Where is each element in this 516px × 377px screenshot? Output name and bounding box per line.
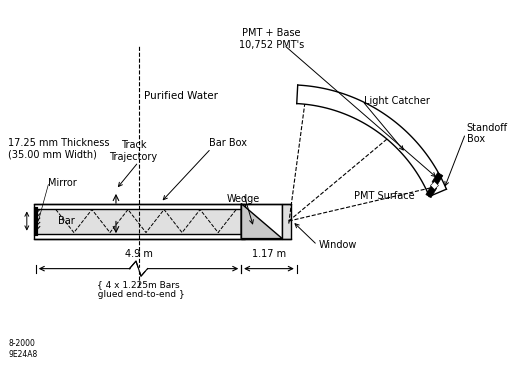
Bar: [282, 204, 291, 239]
Text: Purified Water: Purified Water: [144, 91, 218, 101]
Text: Window: Window: [319, 240, 357, 250]
Bar: [241, 204, 282, 239]
Text: Light Catcher: Light Catcher: [364, 96, 430, 106]
Text: 4.9 m: 4.9 m: [124, 248, 152, 259]
Bar: [34, 204, 245, 239]
Bar: [36, 208, 241, 234]
Polygon shape: [432, 173, 443, 185]
Polygon shape: [241, 204, 282, 239]
Text: PMT Surface: PMT Surface: [353, 191, 414, 201]
Text: PMT + Base
10,752 PMT's: PMT + Base 10,752 PMT's: [238, 28, 304, 50]
Polygon shape: [426, 185, 437, 198]
Text: Wedge: Wedge: [227, 193, 260, 204]
Text: Standoff
Box: Standoff Box: [466, 123, 508, 144]
Text: { 4 x 1.225m Bars
  glued end-to-end }: { 4 x 1.225m Bars glued end-to-end }: [92, 280, 185, 299]
Text: Mirror: Mirror: [49, 178, 77, 188]
Text: Bar Box: Bar Box: [208, 138, 247, 149]
Text: Track
Trajectory: Track Trajectory: [109, 140, 157, 162]
Text: Bar: Bar: [58, 216, 75, 226]
Text: 8-2000
9E24A8: 8-2000 9E24A8: [8, 339, 38, 359]
Text: 1.17 m: 1.17 m: [252, 248, 286, 259]
Text: 17.25 mm Thickness
(35.00 mm Width): 17.25 mm Thickness (35.00 mm Width): [8, 138, 110, 159]
